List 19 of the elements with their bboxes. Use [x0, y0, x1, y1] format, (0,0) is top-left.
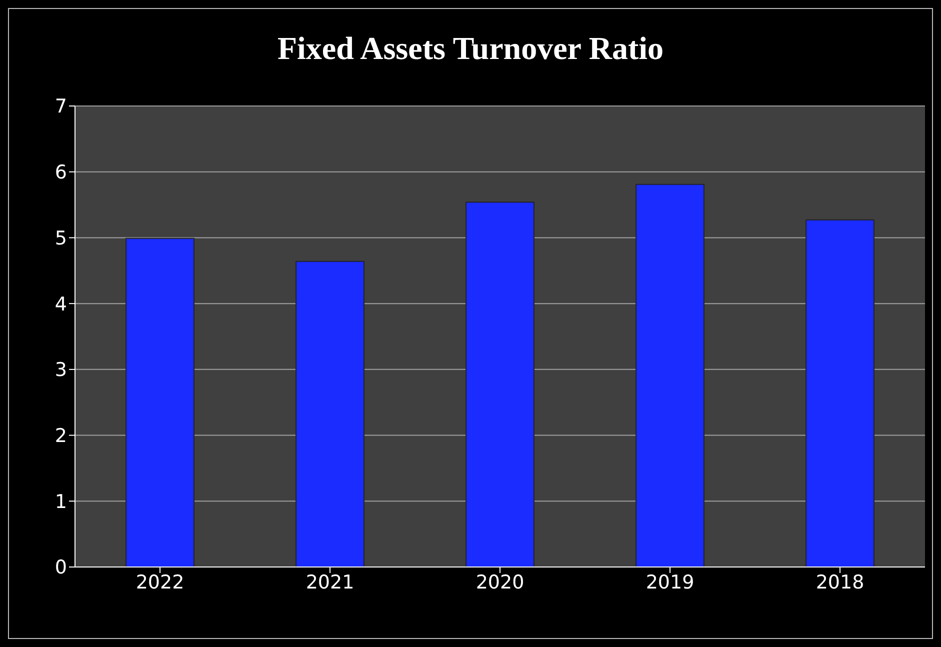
x-tick-label: 2019	[646, 571, 694, 594]
y-tick-label: 7	[54, 96, 67, 118]
bar	[466, 202, 534, 567]
y-tick-label: 1	[54, 490, 67, 513]
y-tick-label: 6	[54, 162, 67, 184]
y-tick-label: 4	[54, 293, 67, 316]
x-tick-label: 2022	[136, 571, 184, 594]
x-tick-label: 2018	[816, 571, 864, 594]
x-tick-label: 2021	[306, 571, 354, 594]
bar	[126, 238, 194, 567]
x-tick-label: 2020	[476, 571, 524, 594]
y-tick-label: 2	[54, 425, 67, 448]
y-tick-label: 5	[54, 227, 67, 250]
y-tick-label: 3	[54, 359, 67, 382]
bar	[806, 219, 874, 567]
chart-title: Fixed Assets Turnover Ratio	[276, 30, 665, 67]
bar	[636, 184, 704, 567]
bar	[296, 260, 364, 567]
y-tick-label: 0	[54, 556, 67, 579]
